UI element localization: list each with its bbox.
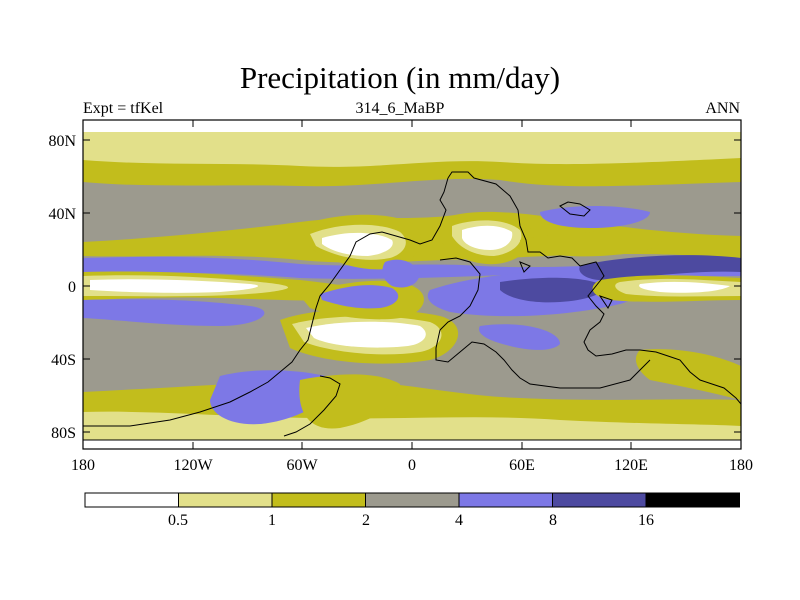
lon-ticks [82, 120, 632, 449]
colorbar-box [458, 492, 553, 508]
age-label: 314_6_MaBP [355, 100, 445, 117]
map-title: Precipitation (in mm/day) [239, 60, 561, 95]
colorbar-label-16: 16 [638, 512, 654, 529]
colorbar-box [271, 492, 366, 508]
lon-label-180e: 180 [729, 457, 753, 474]
lat-label-40s: 40S [51, 352, 76, 369]
lon-label-60e: 60E [509, 457, 535, 474]
lat-label-80s: 80S [51, 425, 76, 442]
colorbar-box [178, 492, 273, 508]
colorbar [84, 492, 740, 508]
lat-ticks [83, 139, 741, 433]
lon-label-60w: 60W [286, 457, 318, 474]
lon-label-180w: 180 [71, 457, 95, 474]
colorbar-label-2: 2 [362, 512, 370, 529]
lon-label-120w: 120W [173, 457, 213, 474]
colorbar-box [84, 492, 179, 508]
continent-outlines [83, 171, 741, 441]
lon-label-120e: 120E [614, 457, 648, 474]
lat-label-0: 0 [68, 279, 76, 296]
lat-label-40n: 40N [48, 206, 76, 223]
precipitation-field [83, 120, 741, 449]
colorbar-label-8: 8 [549, 512, 557, 529]
lon-label-0: 0 [408, 457, 416, 474]
colorbar-box [552, 492, 647, 508]
colorbar-label-4: 4 [455, 512, 463, 529]
colorbar-label-1: 1 [268, 512, 276, 529]
colorbar-box [645, 492, 740, 508]
lat-label-80n: 80N [48, 133, 76, 150]
colorbar-label-0-5: 0.5 [168, 512, 188, 529]
experiment-label: Expt = tfKel [83, 100, 164, 117]
colorbar-box [365, 492, 460, 508]
season-label: ANN [705, 100, 740, 117]
